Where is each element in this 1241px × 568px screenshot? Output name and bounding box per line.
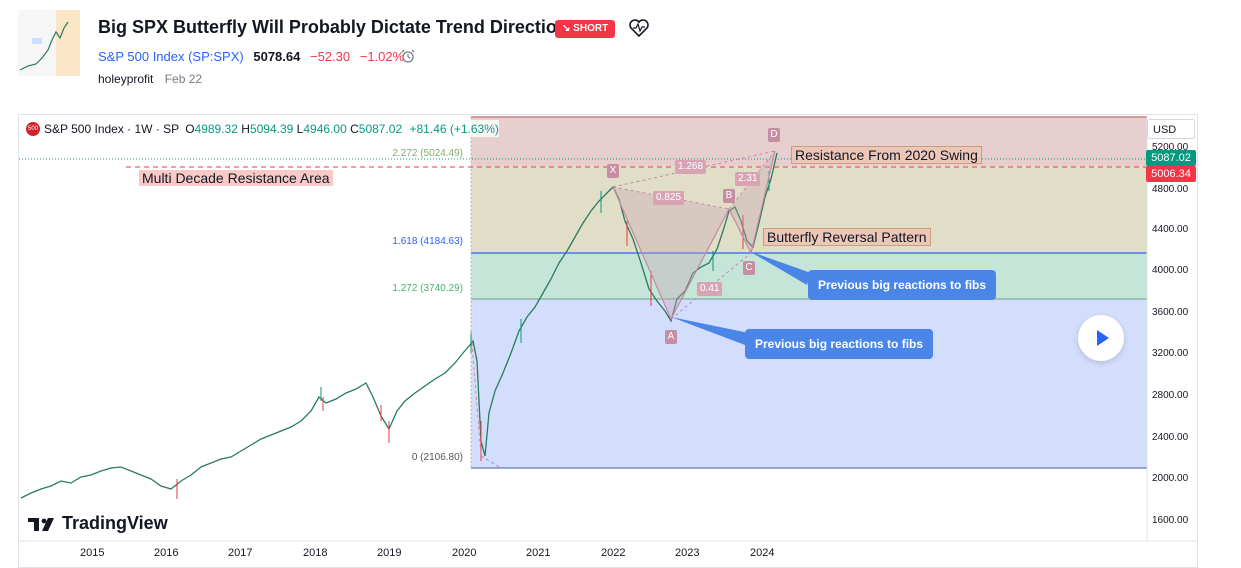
x-tick: 2019: [377, 547, 402, 559]
ratio-bcd: 2.31: [735, 172, 761, 186]
x-tick: 2023: [675, 547, 700, 559]
legend-low: 4946.00: [303, 121, 347, 136]
y-tick: 1600.00: [1152, 515, 1189, 526]
tradingview-wordmark: TradingView: [62, 513, 168, 533]
short-badge: ↘ SHORT: [555, 20, 616, 38]
fib-label-1272: 1.272 (3740.29): [392, 283, 463, 294]
legend-high: 5094.39: [249, 121, 294, 136]
fib-reaction-callout-1: Previous big reactions to fibs: [808, 270, 997, 300]
y-tick: 4400.00: [1152, 224, 1189, 235]
tradingview-logo: TradingView: [28, 513, 168, 534]
chart-legend: 500 S&P 500 Index · 1W · SP O4989.32 H50…: [26, 120, 499, 137]
direction-label: SHORT: [573, 23, 609, 34]
butterfly-xab: [613, 187, 729, 319]
spx-badge-icon: 500: [26, 121, 40, 136]
pattern-point-a: A: [665, 330, 677, 344]
x-tick: 2018: [303, 547, 328, 559]
x-tick: 2020: [452, 547, 477, 559]
y-tick: 4000.00: [1152, 265, 1189, 276]
y-tick: 2000.00: [1152, 473, 1189, 484]
symbol-change: −52.30: [309, 49, 351, 64]
fib-reaction-callout-2: Previous big reactions to fibs: [745, 329, 934, 359]
author-name[interactable]: holeyprofit: [98, 72, 154, 86]
symbol-link[interactable]: S&P 500 Index (SP:SPX): [98, 49, 244, 64]
legend-title[interactable]: S&P 500 Index · 1W · SP: [44, 121, 180, 136]
x-tick: 2024: [750, 547, 775, 559]
author-line: holeyprofit Feb 22: [98, 72, 202, 86]
multi-decade-resistance-label: Multi Decade Resistance Area: [139, 170, 333, 186]
butterfly-bcd: [729, 151, 775, 253]
legend-ohlc: O4989.32 H5094.39 L4946.00 C5087.02 +81.…: [185, 121, 499, 136]
legend-change: +81.46 (+1.63%): [409, 121, 499, 136]
pattern-point-c: C: [743, 261, 755, 275]
resistance-price-tag: 5006.34: [1146, 166, 1196, 182]
x-tick: 2015: [80, 547, 105, 559]
ratio-xab: 0.825: [653, 191, 685, 205]
resistance-2020-label: Resistance From 2020 Swing: [791, 146, 982, 164]
play-icon: [1097, 330, 1109, 346]
tradingview-logo-icon: [28, 517, 54, 531]
symbol-line: S&P 500 Index (SP:SPX) 5078.64 −52.30 −1…: [98, 49, 404, 64]
play-button[interactable]: [1078, 315, 1124, 361]
butterfly-pattern-label: Butterfly Reversal Pattern: [763, 228, 931, 246]
x-tick: 2022: [601, 547, 626, 559]
pattern-point-x: X: [607, 164, 619, 178]
pattern-point-b: B: [723, 189, 735, 203]
fib-label-2272: 2.272 (5024.49): [392, 148, 463, 159]
current-price-tag: 5087.02: [1146, 150, 1196, 166]
pattern-point-d: D: [768, 128, 780, 142]
x-tick: 2021: [526, 547, 551, 559]
legend-close: 5087.02: [358, 121, 403, 136]
y-tick: 5200.00: [1152, 142, 1189, 153]
x-tick: 2016: [154, 547, 179, 559]
alarm-clock-icon[interactable]: [400, 48, 416, 64]
boost-heart-icon[interactable]: [628, 18, 650, 38]
symbol-change-pct: −1.02%: [359, 49, 405, 64]
ratio-abc: 0.41: [697, 282, 723, 296]
idea-thumbnail[interactable]: [18, 10, 80, 76]
symbol-price: 5078.64: [253, 49, 301, 64]
chart-frame[interactable]: X A B C D 1.268 0.825 2.31 0.41 2.272 (5…: [18, 114, 1198, 568]
zone-blue: [471, 299, 1147, 468]
fib-label-1618: 1.618 (4184.63): [392, 236, 463, 247]
y-tick: 4800.00: [1152, 184, 1189, 195]
publish-date: Feb 22: [164, 72, 203, 86]
currency-selector[interactable]: USD: [1147, 119, 1195, 139]
y-tick: 3600.00: [1152, 307, 1189, 318]
idea-title: Big SPX Butterfly Will Probably Dictate …: [98, 17, 573, 37]
y-tick: 3200.00: [1152, 348, 1189, 359]
legend-open: 4989.32: [194, 121, 238, 136]
ratio-xd: 1.268: [675, 160, 707, 174]
y-tick: 2400.00: [1152, 432, 1189, 443]
fib-label-0: 0 (2106.80): [411, 452, 463, 463]
chart-canvas: [19, 116, 1197, 542]
arrow-down-right-icon: ↘: [562, 23, 574, 34]
price-series: [20, 152, 778, 499]
y-tick: 2800.00: [1152, 390, 1189, 401]
x-tick: 2017: [228, 547, 253, 559]
